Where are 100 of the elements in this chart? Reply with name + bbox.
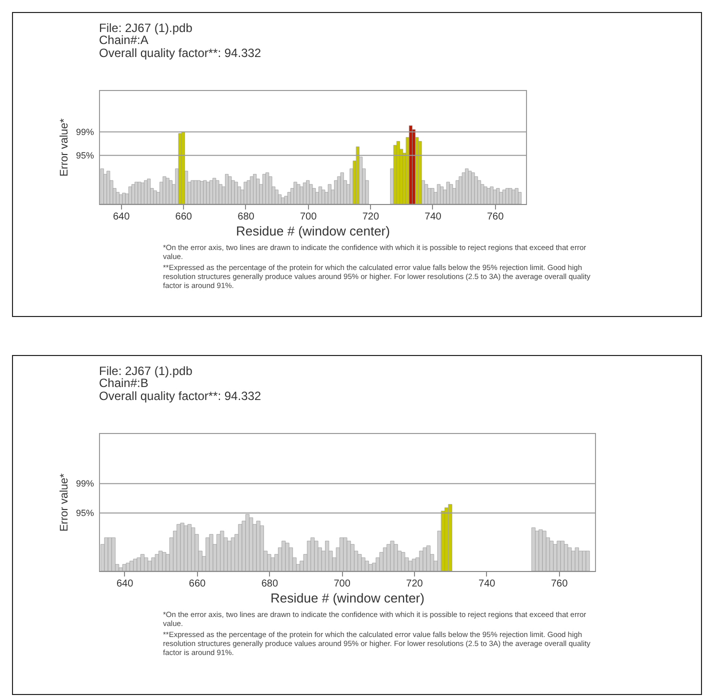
bar <box>361 557 366 572</box>
bar <box>206 182 210 204</box>
bar <box>350 544 354 572</box>
x-tick-label: 660 <box>175 212 192 222</box>
bar <box>514 188 518 204</box>
bar <box>325 540 330 572</box>
bar <box>412 558 416 572</box>
x-tick-label: 740 <box>478 578 496 590</box>
bar <box>158 550 163 572</box>
bar <box>401 552 406 572</box>
bar <box>108 537 112 572</box>
x-tick-label: 760 <box>486 212 504 222</box>
bar <box>358 554 362 572</box>
bar <box>430 188 434 204</box>
y-axis-title: Error value* <box>58 472 70 532</box>
bar <box>309 184 313 204</box>
bar <box>140 554 144 572</box>
chart-title: File: 2J67 (1).pdb <box>99 364 193 378</box>
bar <box>151 557 156 572</box>
bar <box>422 547 427 572</box>
bar <box>424 184 428 204</box>
bar <box>496 188 500 204</box>
bar <box>578 550 583 572</box>
bar <box>231 180 235 204</box>
bar <box>458 176 462 204</box>
text: 99% <box>76 126 94 137</box>
chart-title: File: 2J67 (1).pdb <box>99 21 193 35</box>
x-tick-label: 640 <box>112 212 130 222</box>
bar <box>180 522 184 572</box>
chart-subtitle: Chain#:B Overall quality factor**: 94.332 <box>99 376 262 403</box>
y-axis-title: Error value* <box>58 118 70 177</box>
bar <box>270 557 275 572</box>
bar <box>477 180 482 204</box>
x-tick-label: 700 <box>300 212 318 222</box>
bar <box>267 554 272 572</box>
bar <box>449 184 453 204</box>
x-tick-label: 720 <box>362 212 380 222</box>
bar <box>512 190 516 204</box>
bar <box>306 180 310 204</box>
x-axis-title: Residue # (window center) <box>270 590 424 606</box>
bar <box>314 540 318 572</box>
bar <box>408 560 412 572</box>
x-tick-label: 700 <box>334 578 351 590</box>
bar <box>136 557 141 572</box>
x-axis-title: Residue # (window center) <box>236 224 390 238</box>
bar <box>328 184 332 204</box>
bar <box>138 182 142 204</box>
bar <box>343 537 348 572</box>
x-tick-label: 720 <box>406 578 424 590</box>
bar <box>571 550 576 572</box>
bar <box>346 540 351 572</box>
bar <box>148 560 152 572</box>
bar <box>106 170 110 204</box>
bar <box>312 188 316 204</box>
bar <box>586 550 590 572</box>
bar <box>126 562 130 572</box>
bar <box>499 192 503 204</box>
bar <box>340 172 344 204</box>
bar <box>582 550 586 572</box>
bar <box>446 182 450 204</box>
bar <box>191 527 196 572</box>
bar <box>564 544 568 572</box>
bar <box>518 192 522 204</box>
bar <box>550 540 554 572</box>
bar <box>508 188 512 204</box>
bar <box>227 540 232 572</box>
bar <box>216 180 220 204</box>
bar <box>574 547 579 572</box>
bar <box>394 544 398 572</box>
bar <box>282 540 286 572</box>
bar <box>122 192 126 204</box>
bar <box>162 552 166 572</box>
bar <box>560 540 564 572</box>
bar <box>162 176 166 204</box>
bar <box>285 542 290 572</box>
x-tick-label: 680 <box>261 578 278 590</box>
bar <box>426 545 430 572</box>
bar <box>147 178 151 204</box>
bar <box>116 192 120 204</box>
bar <box>111 537 116 572</box>
bar <box>322 190 326 204</box>
bar <box>118 567 123 572</box>
x-tick-label: 740 <box>424 212 442 222</box>
bar <box>256 520 260 572</box>
bar <box>556 540 561 572</box>
x-tick-label: 760 <box>550 578 568 590</box>
bar <box>228 176 232 204</box>
bar <box>209 534 214 572</box>
bar <box>144 557 148 572</box>
bar <box>268 176 272 204</box>
bar <box>274 190 278 204</box>
bar <box>122 564 126 572</box>
bar <box>153 190 157 204</box>
bar <box>486 188 490 204</box>
bar <box>390 540 394 572</box>
bar <box>300 186 304 204</box>
bar <box>130 560 134 572</box>
text: 95% <box>76 150 94 160</box>
bar <box>220 530 224 572</box>
bar <box>246 180 250 204</box>
